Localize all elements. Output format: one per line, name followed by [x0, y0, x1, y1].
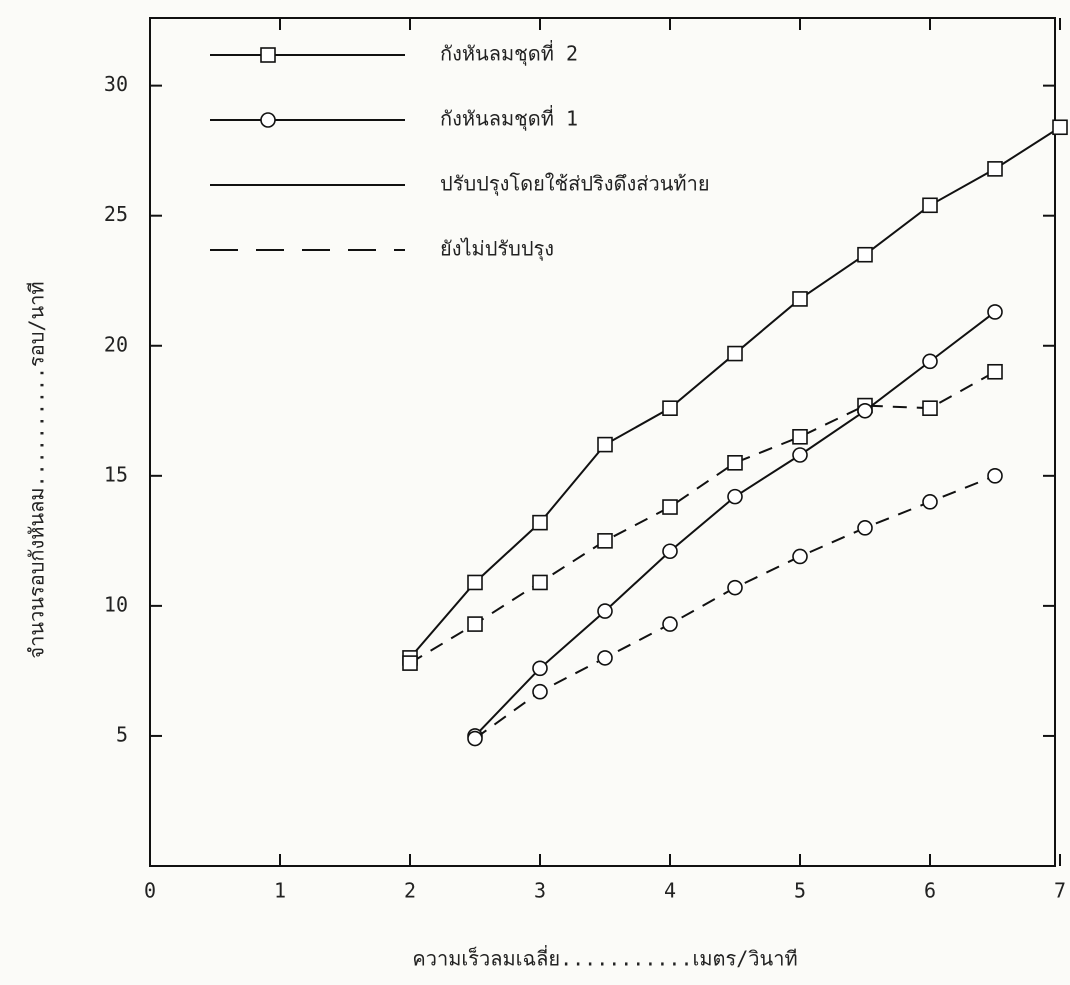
point [793, 448, 807, 462]
series-line [410, 127, 1060, 658]
legend-label: กังหันลมชุดที่ 2 [440, 40, 578, 67]
x-tick-label: 1 [274, 879, 286, 903]
point [663, 544, 677, 558]
point [533, 661, 547, 675]
point [468, 575, 482, 589]
y-tick-label: 30 [104, 72, 128, 96]
x-tick-label: 3 [534, 879, 546, 903]
point [533, 516, 547, 530]
point [858, 521, 872, 535]
y-tick-label: 10 [104, 592, 128, 616]
point [598, 438, 612, 452]
point [858, 404, 872, 418]
y-axis-label: จำนวนรอบกังหันลม..........รอบ/นาที [25, 281, 49, 658]
point [533, 685, 547, 699]
x-tick-label: 6 [924, 879, 936, 903]
point [793, 430, 807, 444]
point [728, 581, 742, 595]
point [988, 469, 1002, 483]
point [468, 732, 482, 746]
point [468, 617, 482, 631]
x-tick-label: 7 [1054, 879, 1066, 903]
point [663, 401, 677, 415]
point [923, 401, 937, 415]
point [728, 347, 742, 361]
point [923, 354, 937, 368]
point [988, 305, 1002, 319]
point [923, 198, 937, 212]
point [793, 292, 807, 306]
point [793, 549, 807, 563]
series-line [475, 312, 995, 736]
x-axis-label: ความเร็วลมเฉลี่ย...........เมตร/วินาที [412, 945, 797, 971]
point [598, 604, 612, 618]
point [598, 651, 612, 665]
point [858, 248, 872, 262]
point [728, 490, 742, 504]
legend-label: กังหันลมชุดที่ 1 [440, 105, 578, 132]
series-line [475, 476, 995, 739]
chart: ความเร็วลมเฉลี่ย...........เมตร/วินาที จ… [0, 0, 1070, 985]
point [988, 365, 1002, 379]
point [663, 617, 677, 631]
legend-marker [261, 48, 275, 62]
x-tick-label: 0 [144, 879, 156, 903]
x-tick-label: 4 [664, 879, 676, 903]
point [728, 456, 742, 470]
point [533, 575, 547, 589]
legend-label: ยังไม่ปรับปรุง [440, 237, 554, 262]
x-tick-label: 5 [794, 879, 806, 903]
y-tick-label: 5 [116, 722, 128, 746]
y-tick-label: 15 [104, 462, 128, 486]
point [1053, 120, 1067, 134]
point [598, 534, 612, 548]
point [988, 162, 1002, 176]
y-tick-label: 25 [104, 202, 128, 226]
y-tick-label: 20 [104, 332, 128, 356]
legend-label: ปรับปรุงโดยใช้ส่ปริงดึงส่วนท้าย [440, 172, 710, 197]
point [923, 495, 937, 509]
series-line [410, 372, 995, 663]
x-tick-label: 2 [404, 879, 416, 903]
point [663, 500, 677, 514]
point [403, 656, 417, 670]
legend-marker [261, 113, 275, 127]
